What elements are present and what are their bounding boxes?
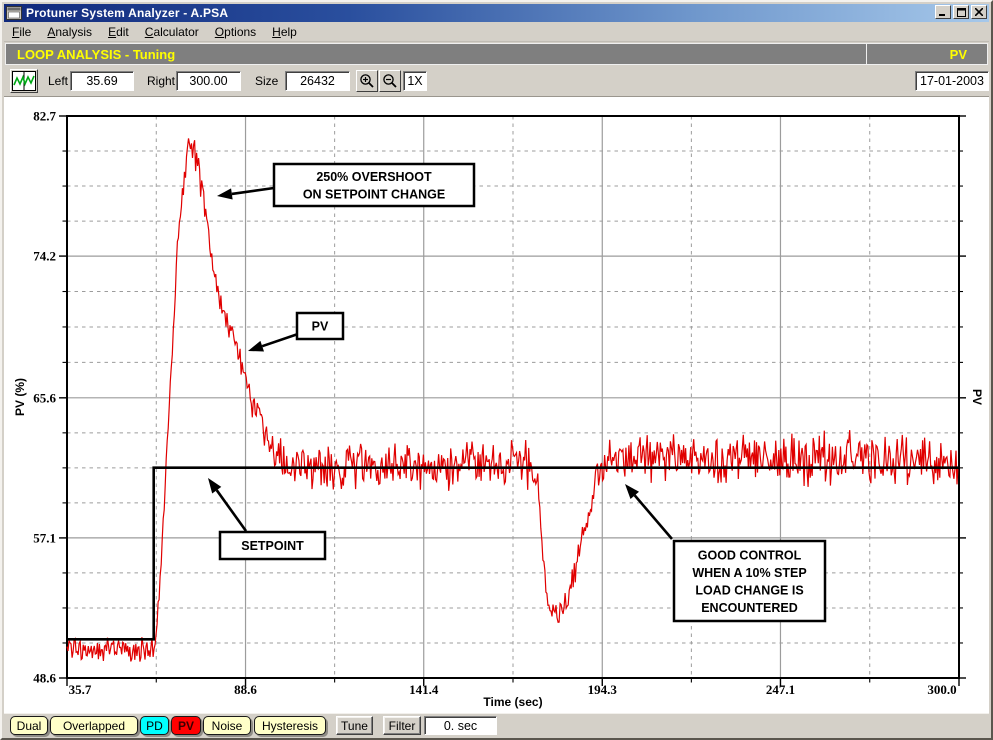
- right-label: Right: [147, 74, 175, 88]
- view-tab-dual[interactable]: Dual: [10, 716, 48, 735]
- view-tab-pv[interactable]: PV: [171, 716, 201, 735]
- svg-text:Time (sec): Time (sec): [483, 695, 542, 709]
- close-button[interactable]: [971, 5, 987, 19]
- zoom-scale-indicator: 1X: [403, 71, 427, 91]
- size-value-field[interactable]: [285, 71, 350, 91]
- svg-text:247.1: 247.1: [766, 682, 795, 697]
- maximize-button[interactable]: [953, 5, 969, 19]
- filter-button[interactable]: Filter: [383, 716, 421, 735]
- signal-label-pv: PV: [950, 47, 967, 62]
- annotation: GOOD CONTROL WHEN A 10% STEP LOAD CHANGE I…: [625, 484, 825, 621]
- filter-time-field[interactable]: 0. sec: [424, 716, 497, 735]
- size-label: Size: [255, 74, 278, 88]
- svg-text:PV: PV: [312, 320, 329, 334]
- window-title: Protuner System Analyzer - A.PSA: [26, 6, 228, 20]
- menu-bar: FileAnalysisEditCalculatorOptionsHelp: [4, 22, 989, 42]
- menu-file[interactable]: File: [4, 23, 39, 41]
- date-field: 17-01-2003: [915, 71, 989, 91]
- svg-text:141.4: 141.4: [409, 682, 439, 697]
- view-tab-pd[interactable]: PD: [140, 716, 169, 735]
- svg-text:GOOD CONTROL: GOOD CONTROL: [698, 548, 802, 562]
- svg-text:300.0: 300.0: [927, 682, 956, 697]
- svg-text:250% OVERSHOOT: 250% OVERSHOOT: [316, 170, 432, 184]
- zoom-in-icon: [359, 73, 375, 89]
- minimize-button[interactable]: [935, 5, 951, 19]
- annotation: PV: [248, 313, 343, 351]
- svg-text:88.6: 88.6: [234, 682, 257, 697]
- view-tab-hysteresis[interactable]: Hysteresis: [254, 716, 326, 735]
- menu-analysis[interactable]: Analysis: [39, 23, 100, 41]
- svg-text:35.7: 35.7: [69, 682, 92, 697]
- left-value-field[interactable]: [70, 71, 134, 91]
- right-value-field[interactable]: [176, 71, 241, 91]
- annotation: SETPOINT: [208, 478, 325, 559]
- svg-text:48.6: 48.6: [33, 671, 56, 686]
- chart-toolbar: Left Right Size 1X 17-01-2003: [4, 66, 989, 96]
- menu-calculator[interactable]: Calculator: [137, 23, 207, 41]
- left-label: Left: [48, 74, 68, 88]
- svg-text:PV (%): PV (%): [13, 378, 27, 416]
- zoom-in-button[interactable]: [356, 70, 378, 92]
- view-tab-overlapped[interactable]: Overlapped: [50, 716, 138, 735]
- svg-text:SETPOINT: SETPOINT: [241, 539, 304, 553]
- zoom-out-button[interactable]: [379, 70, 401, 92]
- svg-text:PV: PV: [970, 389, 984, 405]
- view-tab-noise[interactable]: Noise: [203, 716, 251, 735]
- svg-text:65.6: 65.6: [33, 390, 56, 405]
- svg-text:LOAD CHANGE IS: LOAD CHANGE IS: [695, 583, 803, 597]
- section-header: LOOP ANALYSIS - Tuning PV: [5, 43, 988, 65]
- bottom-toolbar: DualOverlappedPDPVNoiseHysteresis Tune Fil…: [4, 713, 989, 736]
- app-window: Protuner System Analyzer - A.PSA FileAna…: [0, 0, 993, 740]
- page-title: LOOP ANALYSIS - Tuning: [17, 47, 175, 62]
- tune-button[interactable]: Tune: [336, 716, 373, 735]
- trend-chart-button[interactable]: [10, 69, 38, 93]
- app-icon: [6, 6, 22, 20]
- menu-options[interactable]: Options: [207, 23, 264, 41]
- title-bar[interactable]: Protuner System Analyzer - A.PSA: [4, 4, 989, 22]
- svg-text:82.7: 82.7: [33, 109, 56, 124]
- loop-analysis-chart: 48.6 57.1 65.6 74.2 82.7 35.7 88.6 141.4 194.3 24…: [4, 97, 993, 720]
- chart-panel: 48.6 57.1 65.6 74.2 82.7 35.7 88.6 141.4 194.3 24…: [4, 96, 989, 719]
- svg-text:194.3: 194.3: [588, 682, 618, 697]
- maximize-icon: [957, 8, 966, 17]
- zoom-out-icon: [382, 73, 398, 89]
- svg-text:ON SETPOINT CHANGE: ON SETPOINT CHANGE: [303, 187, 445, 201]
- svg-text:ENCOUNTERED: ENCOUNTERED: [701, 601, 798, 615]
- menu-help[interactable]: Help: [264, 23, 305, 41]
- band-divider: [866, 44, 867, 64]
- annotation: 250% OVERSHOOT ON SETPOINT CHANGE: [217, 164, 474, 206]
- minimize-icon: [939, 8, 947, 16]
- trend-chart-icon: [12, 71, 36, 91]
- svg-text:57.1: 57.1: [33, 530, 56, 545]
- menu-edit[interactable]: Edit: [100, 23, 137, 41]
- close-icon: [975, 8, 983, 16]
- svg-text:WHEN A 10% STEP: WHEN A 10% STEP: [692, 566, 806, 580]
- svg-text:74.2: 74.2: [33, 249, 56, 264]
